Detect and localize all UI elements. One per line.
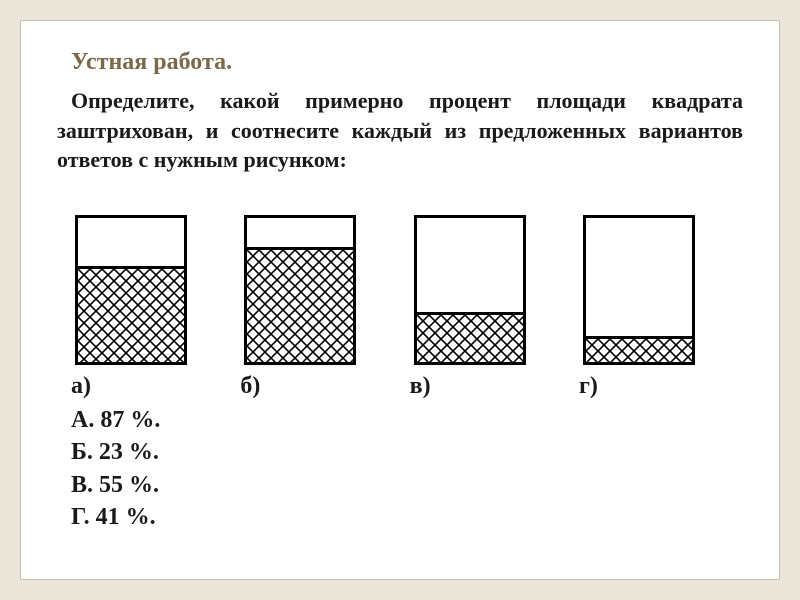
square-g: [583, 215, 695, 365]
square-label-a: а): [71, 373, 221, 400]
square-b-fill: [247, 247, 353, 362]
square-b: [244, 215, 356, 365]
exercise-card: Устная работа. Определите, какой примерн…: [20, 20, 780, 580]
square-wrap-g: [579, 215, 729, 365]
answer-g: Г. 41 %.: [71, 501, 743, 533]
square-v-fill: [417, 312, 523, 362]
answers-block: А. 87 %. Б. 23 %. В. 55 %. Г. 41 %.: [57, 404, 743, 534]
square-v: [414, 215, 526, 365]
square-wrap-b: [240, 215, 390, 365]
square-label-g: г): [579, 373, 729, 400]
square-wrap-v: [410, 215, 560, 365]
square-a: [75, 215, 187, 365]
square-label-v: в): [410, 373, 560, 400]
square-label-b: б): [240, 373, 390, 400]
hatch-icon: [417, 315, 523, 362]
labels-row: а) б) в) г): [57, 373, 743, 400]
heading: Устная работа.: [71, 49, 743, 76]
prompt-text: Определите, какой примерно процент площа…: [57, 86, 743, 175]
square-a-fill: [78, 266, 184, 362]
answer-a: А. 87 %.: [71, 404, 743, 436]
hatch-icon: [247, 250, 353, 362]
answer-b: Б. 23 %.: [71, 436, 743, 468]
hatch-icon: [78, 269, 184, 362]
answer-v: В. 55 %.: [71, 469, 743, 501]
hatch-icon: [586, 339, 692, 362]
square-g-fill: [586, 336, 692, 362]
squares-row: [57, 215, 743, 365]
square-wrap-a: [71, 215, 221, 365]
